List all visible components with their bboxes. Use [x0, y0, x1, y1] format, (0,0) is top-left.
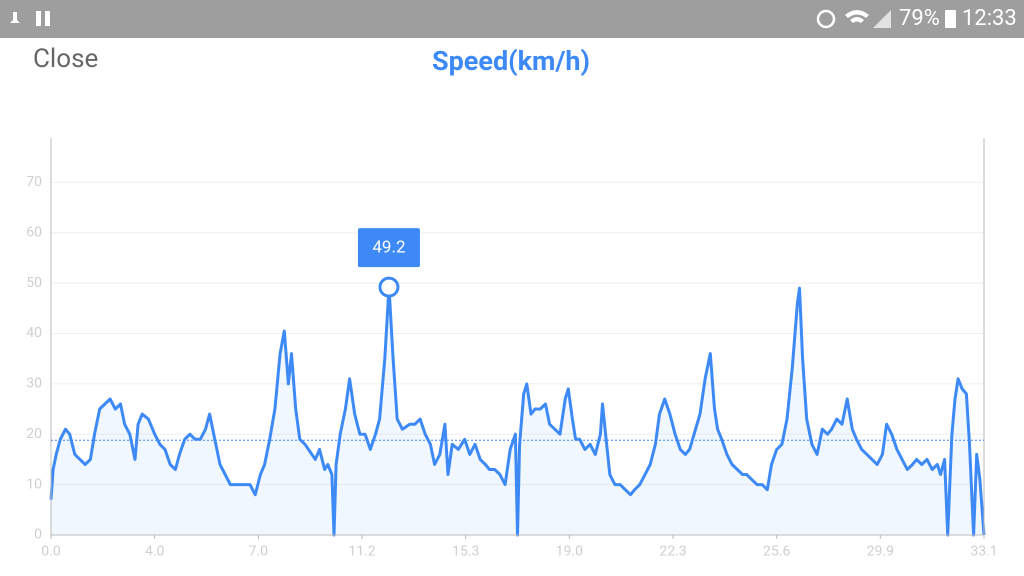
x-tick-label: 22.3	[659, 544, 686, 560]
y-tick-label: 30	[26, 376, 42, 392]
tooltip-value: 49.2	[372, 238, 405, 258]
clock: 12:33	[962, 6, 1017, 31]
x-tick-label: 4.0	[145, 544, 165, 560]
y-tick-label: 40	[26, 325, 42, 341]
x-tick-label: 0.0	[41, 544, 61, 560]
tooltip	[357, 228, 420, 268]
y-tick-label: 0	[34, 527, 42, 543]
y-tick-label: 70	[26, 174, 42, 190]
close-button[interactable]: Close	[33, 44, 98, 74]
x-tick-label: 33.1	[970, 544, 997, 560]
y-tick-label: 20	[26, 426, 42, 442]
highlight-point	[378, 276, 400, 298]
x-tick-label: 19.0	[556, 544, 583, 560]
status-icons	[10, 9, 956, 29]
x-tick-label: 29.9	[867, 544, 894, 560]
y-tick-label: 60	[26, 224, 42, 240]
x-tick-label: 11.2	[348, 544, 375, 560]
chart-title: Speed(km/h)	[432, 45, 590, 77]
x-tick-label: 15.3	[452, 544, 479, 560]
x-tick-label: 7.0	[249, 544, 269, 560]
plot: 0 10 20 30 40 50 60 70 0.0 4.0 7.0 11.2 15.3 19.0 22.3…	[26, 138, 998, 560]
x-tick-label: 25.6	[763, 544, 790, 560]
status-bar	[0, 0, 1024, 38]
y-tick-label: 50	[26, 275, 42, 291]
battery-percent: 79%	[899, 6, 940, 31]
y-tick-label: 10	[26, 476, 42, 492]
line	[49, 285, 986, 537]
